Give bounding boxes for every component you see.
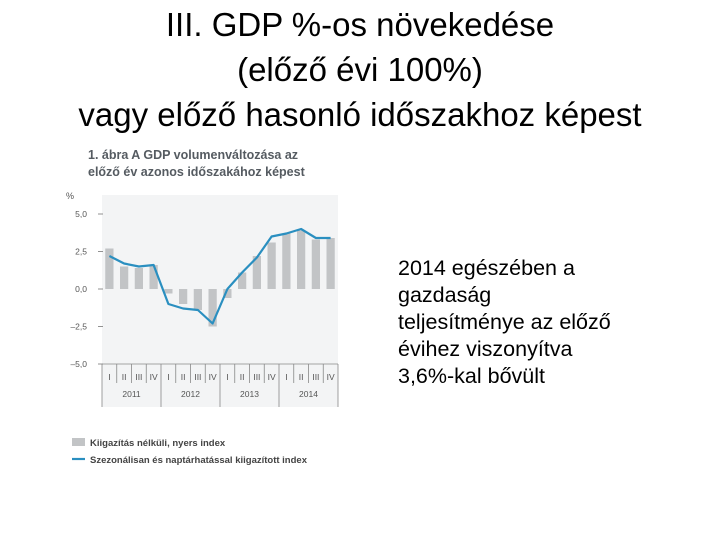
bar — [134, 268, 144, 289]
summary-line: 3,6%-kal bővült — [398, 364, 545, 388]
summary-line: évihez viszonyítva — [398, 337, 573, 361]
bar — [193, 289, 203, 310]
summary-line: teljesítménye az előző — [398, 310, 611, 334]
x-tick-label: III — [312, 372, 319, 382]
chart-title: 1. ábra A GDP volumenváltozása az előző … — [88, 147, 358, 181]
bar — [311, 239, 321, 289]
x-tick-label: IV — [268, 372, 276, 382]
slide-title-line: (előző évi 100%) — [237, 51, 483, 88]
x-tick-label: III — [253, 372, 260, 382]
bar — [237, 272, 247, 289]
bar — [149, 265, 158, 289]
x-tick-label: I — [108, 372, 110, 382]
year-label: 2014 — [299, 389, 318, 399]
year-label: 2012 — [181, 389, 200, 399]
chart-title-line: 1. ábra A GDP volumenváltozása az — [88, 148, 299, 162]
bar — [252, 256, 262, 289]
y-tick-label: 2,5 — [75, 247, 87, 257]
gdp-chart: %5,02,50,0–2,5–5,0I II III IV I II III IV I II III… — [66, 191, 339, 466]
y-axis-label: % — [66, 191, 74, 201]
chart-title-line: előző év azonos időszakához képest — [88, 165, 305, 179]
bar — [119, 266, 129, 289]
slide-title-line: vagy előző hasonló időszakhoz képest — [78, 96, 642, 133]
x-tick-label: IV — [150, 372, 158, 382]
x-tick-label: II — [299, 372, 304, 382]
bar — [223, 289, 232, 298]
bar — [326, 238, 335, 289]
x-tick-label: II — [122, 372, 127, 382]
legend-swatch-bar — [72, 438, 85, 446]
y-tick-label: –5,0 — [70, 359, 87, 369]
x-tick-label: II — [240, 372, 245, 382]
x-tick-label: III — [194, 372, 201, 382]
summary-line: 2014 egészében a — [398, 256, 575, 280]
slide-title-line: III. GDP %-os növekedése — [165, 6, 555, 43]
bar — [164, 289, 173, 294]
legend-label: Szezonálisan és naptárhatással kiigazíto… — [90, 455, 308, 466]
x-tick-label: I — [167, 372, 169, 382]
x-tick-label: IV — [209, 372, 217, 382]
bar — [282, 233, 291, 289]
series-line — [108, 227, 331, 325]
x-tick-label: III — [135, 372, 142, 382]
slide-title: III. GDP %-os növekedése (előző évi 100%… — [0, 2, 720, 137]
bar — [267, 242, 276, 289]
bar — [208, 289, 217, 327]
summary-line: gazdaság — [398, 283, 492, 307]
x-tick-label: IV — [327, 372, 335, 382]
year-label: 2013 — [240, 389, 259, 399]
bar — [105, 248, 114, 289]
year-label: 2011 — [122, 389, 141, 399]
bar — [178, 289, 188, 304]
y-tick-label: 0,0 — [75, 284, 87, 294]
y-tick-label: 5,0 — [75, 209, 87, 219]
x-tick-label: I — [226, 372, 228, 382]
x-tick-label: II — [181, 372, 186, 382]
legend-label: Kiigazítás nélküli, nyers index — [90, 438, 226, 449]
bar — [296, 230, 306, 289]
summary-text: 2014 egészében a gazdaság teljesítménye … — [398, 255, 698, 390]
x-tick-label: I — [285, 372, 287, 382]
y-tick-label: –2,5 — [70, 322, 87, 332]
